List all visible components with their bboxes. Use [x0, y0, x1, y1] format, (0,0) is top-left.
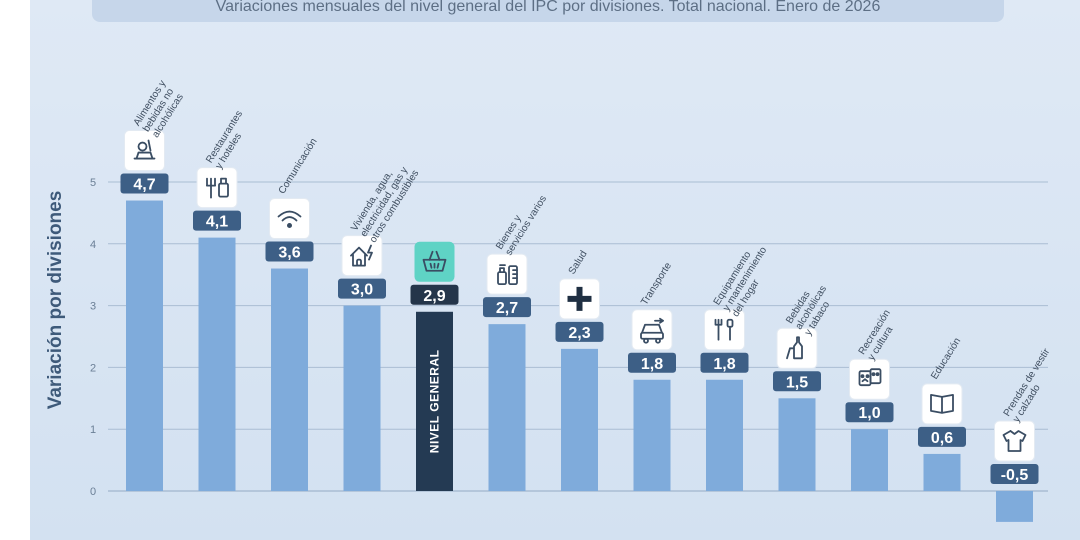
- gridlines: 0 1 2 3 4 5: [90, 177, 1048, 498]
- y-tick-label: 0: [90, 486, 96, 498]
- bar: [996, 491, 1033, 522]
- value-label: 0,6: [931, 430, 953, 447]
- bottle-icon: [776, 327, 818, 369]
- bars: [126, 200, 1033, 522]
- house-energy-icon: [341, 235, 383, 277]
- value-label: 2,9: [423, 288, 445, 305]
- y-tick-label: 1: [90, 424, 96, 436]
- category-label: Bienes yservicios varios: [494, 188, 549, 258]
- bar: [343, 305, 381, 491]
- category-label: Salud: [567, 249, 590, 277]
- value-label: 3,6: [278, 245, 300, 262]
- value-label: 2,3: [568, 325, 590, 342]
- nivel-general-label: NIVEL GENERAL: [428, 350, 442, 454]
- y-tick-label: 5: [90, 177, 96, 189]
- category-label: Transporte: [639, 260, 674, 307]
- chart-title-bar: Variaciones mensuales del nivel general …: [92, 0, 1004, 22]
- value-label-box: [555, 321, 604, 342]
- category-label: Equipamientoy mantenimientodel hogar: [712, 239, 779, 319]
- theater-masks-icon: [849, 358, 890, 400]
- category-icons: [124, 130, 1035, 462]
- value-label: -0,5: [1001, 467, 1029, 484]
- value-label-box: [265, 241, 314, 262]
- value-label: 1,0: [858, 405, 880, 422]
- category-label: Restaurantesy hoteles: [204, 109, 254, 171]
- value-label: 1,8: [713, 356, 735, 373]
- book-icon: [921, 383, 963, 425]
- tools-icon: [704, 309, 745, 351]
- health-cross-icon: [559, 278, 600, 320]
- value-label: 4,1: [206, 214, 228, 231]
- bar: [561, 348, 598, 491]
- personal-care-icon: [486, 253, 528, 295]
- value-label-box: [700, 352, 749, 373]
- y-tick-label: 4: [90, 239, 96, 251]
- value-label-box: [120, 173, 169, 194]
- value-labels: 4,7 4,1 3,6 3,0 NIVEL GENERAL 2,9 2,7 2,3 1,8 1,8…: [120, 173, 1039, 484]
- bar: [923, 453, 961, 491]
- value-label-box: [483, 297, 531, 318]
- restaurant-icon: [196, 167, 238, 209]
- value-label-box: [918, 426, 966, 447]
- car-icon: [631, 309, 673, 351]
- bar: [778, 398, 816, 491]
- value-label-box: [193, 210, 241, 231]
- bar: [488, 324, 526, 491]
- value-label-box: [773, 371, 821, 392]
- value-label: 3,0: [351, 282, 373, 299]
- bar: [633, 379, 671, 491]
- value-label: 4,7: [133, 177, 155, 194]
- category-label: Comunicación: [277, 137, 320, 197]
- y-tick-label: 3: [90, 301, 96, 313]
- category-label: Vivienda, agua,electricidad, gas yotros …: [349, 157, 421, 245]
- bar: [271, 268, 308, 491]
- wifi-icon: [269, 198, 310, 240]
- value-label-box: [410, 284, 459, 305]
- bar: [126, 200, 163, 492]
- bar: [851, 429, 888, 491]
- y-tick-label: 2: [90, 362, 96, 374]
- bar: [416, 311, 453, 491]
- category-label: Prendas de vestiry calzado: [1002, 346, 1062, 424]
- value-label-box: [845, 402, 894, 423]
- tshirt-icon: [994, 420, 1035, 462]
- value-label-box: [990, 464, 1039, 484]
- category-label: Educación: [929, 336, 963, 381]
- food-icon: [124, 130, 165, 172]
- basket-icon: [414, 241, 455, 282]
- category-label: Recreacióny cultura: [857, 308, 902, 363]
- value-label: 1,8: [641, 356, 663, 373]
- value-label: 2,7: [496, 300, 518, 317]
- value-label-box: [628, 352, 676, 373]
- value-label-box: [338, 278, 386, 299]
- chart-title: Variaciones mensuales del nivel general …: [215, 0, 881, 15]
- bar: [198, 237, 236, 491]
- value-label: 1,5: [786, 374, 808, 391]
- bar: [706, 379, 743, 491]
